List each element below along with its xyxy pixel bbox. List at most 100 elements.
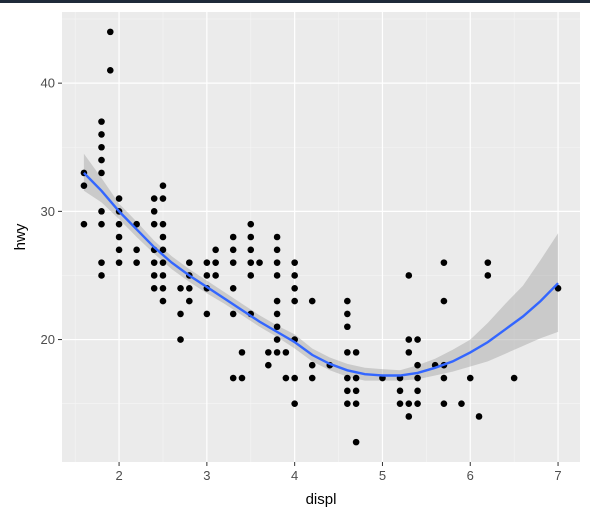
data-point (414, 336, 421, 343)
data-point (352, 374, 360, 382)
data-point (273, 272, 281, 279)
data-point (273, 310, 281, 318)
data-point (344, 400, 351, 407)
data-point (159, 272, 167, 279)
data-point (98, 156, 105, 164)
x-tick-label: 3 (203, 468, 210, 483)
data-point (133, 246, 140, 254)
data-point (344, 349, 351, 356)
data-point (159, 284, 167, 292)
data-point (440, 297, 448, 305)
data-point (344, 374, 351, 382)
data-point (212, 272, 219, 279)
data-point (291, 284, 298, 292)
data-point (98, 208, 105, 215)
data-point (150, 220, 158, 228)
x-axis-ticks: 2 3 4 5 6 7 (115, 462, 562, 483)
data-point (159, 233, 167, 241)
y-axis-title: hwy (12, 223, 29, 250)
data-point (150, 284, 158, 292)
data-point (159, 220, 167, 228)
x-tick-label: 5 (379, 468, 386, 483)
y-axis-ticks: 20 30 40 (41, 76, 62, 347)
data-point (265, 361, 272, 369)
data-point (344, 297, 351, 305)
data-point (98, 143, 105, 151)
data-point (308, 361, 316, 369)
data-point (247, 220, 255, 228)
data-point (115, 220, 123, 228)
data-point (291, 400, 298, 407)
data-point (203, 259, 211, 266)
data-point (159, 195, 167, 202)
data-point (229, 284, 237, 292)
data-point (229, 374, 237, 382)
y-tick-label: 30 (41, 204, 55, 219)
data-point (352, 349, 360, 356)
data-point (265, 349, 272, 356)
data-point (405, 272, 413, 279)
data-point (203, 310, 211, 318)
data-point (273, 233, 281, 241)
data-point (203, 272, 211, 279)
data-point (238, 374, 246, 382)
data-point (273, 246, 281, 254)
data-point (247, 272, 255, 279)
window-top-strip (0, 0, 590, 3)
data-point (282, 374, 290, 382)
data-point (115, 233, 123, 241)
data-point (159, 246, 167, 254)
data-point (273, 259, 281, 266)
data-point (106, 28, 114, 36)
data-point (291, 259, 298, 266)
data-point (159, 297, 167, 305)
data-point (115, 195, 123, 202)
data-point (405, 349, 413, 356)
data-point (80, 220, 88, 228)
data-point (352, 400, 360, 407)
data-point (484, 259, 492, 266)
data-point (414, 400, 421, 407)
data-point (273, 297, 281, 305)
data-point (229, 310, 237, 318)
data-point (186, 297, 193, 305)
data-point (238, 349, 246, 356)
data-point (115, 246, 123, 254)
data-point (256, 259, 263, 266)
data-point (458, 400, 465, 407)
data-point (98, 220, 105, 228)
plot-panel (62, 12, 580, 462)
data-point (106, 67, 114, 74)
data-point (344, 387, 351, 395)
data-point (229, 259, 237, 266)
data-point (475, 413, 483, 420)
data-point (150, 259, 158, 266)
data-point (405, 413, 413, 420)
data-point (177, 310, 184, 318)
data-point (440, 400, 448, 407)
x-tick-label: 2 (115, 468, 122, 483)
smooth-trend-line (83, 172, 559, 377)
data-point (98, 169, 105, 177)
data-point (308, 297, 316, 305)
data-point (212, 259, 219, 266)
x-tick-label: 6 (467, 468, 474, 483)
y-tick-label: 40 (41, 76, 55, 91)
data-point (98, 131, 105, 138)
data-point (247, 246, 255, 254)
data-point (352, 438, 360, 446)
data-point (352, 387, 360, 395)
x-axis-title: displ (306, 491, 337, 508)
data-point (282, 349, 290, 356)
data-point (396, 387, 404, 395)
data-point (291, 297, 298, 305)
data-point (344, 310, 351, 318)
x-tick-label: 7 (554, 468, 561, 483)
data-point (133, 259, 140, 266)
y-tick-label: 20 (41, 332, 55, 347)
data-point (344, 323, 351, 331)
data-point (150, 272, 158, 279)
data-point (247, 233, 255, 241)
data-point (159, 259, 167, 266)
data-point (291, 272, 298, 279)
